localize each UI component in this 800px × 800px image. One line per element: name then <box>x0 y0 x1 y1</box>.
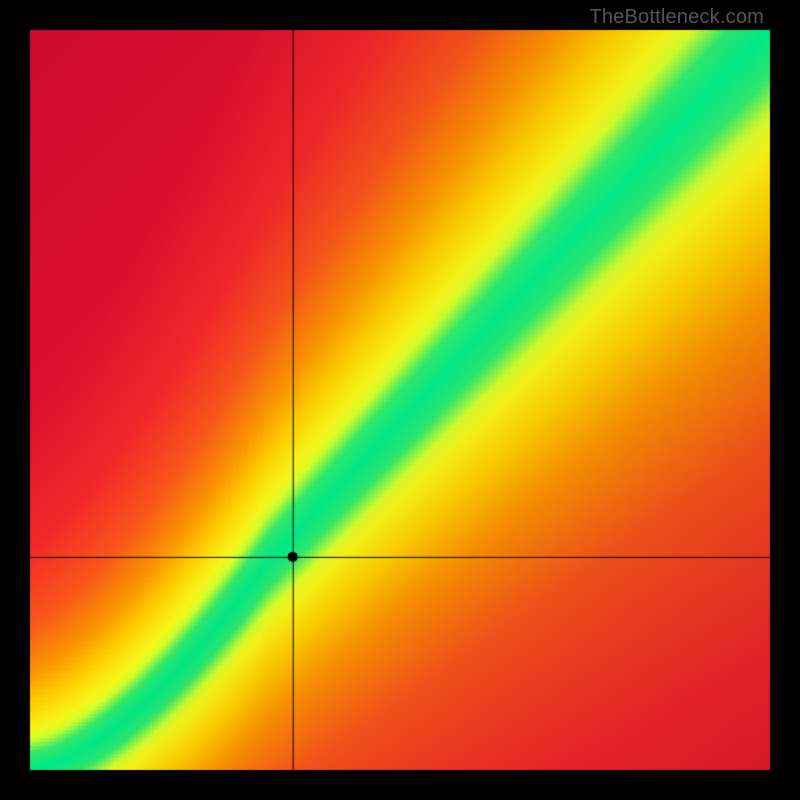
bottleneck-heatmap-canvas <box>0 0 800 800</box>
chart-container: TheBottleneck.com <box>0 0 800 800</box>
watermark-text: TheBottleneck.com <box>589 6 764 29</box>
